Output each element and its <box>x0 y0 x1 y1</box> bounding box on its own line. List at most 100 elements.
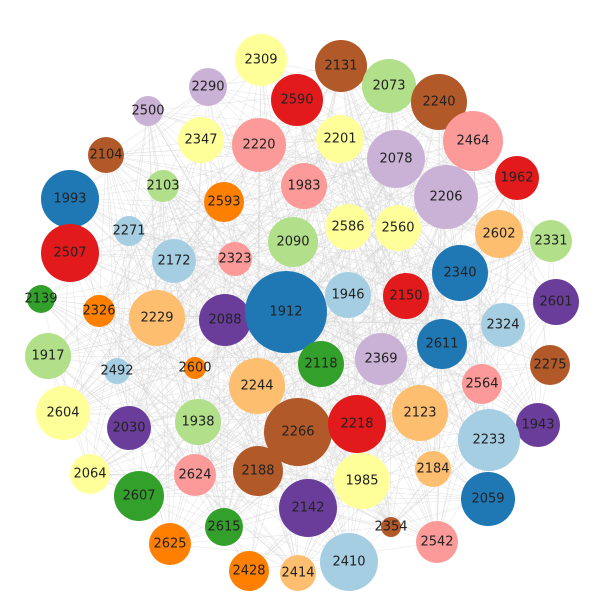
node-2218[interactable]: 2218 <box>328 395 386 453</box>
node-2064[interactable]: 2064 <box>70 454 110 494</box>
node-2590[interactable]: 2590 <box>271 74 323 126</box>
node-circle[interactable] <box>174 454 216 496</box>
node-circle[interactable] <box>475 210 523 258</box>
node-2414[interactable]: 2414 <box>280 555 316 591</box>
node-2233[interactable]: 2233 <box>458 409 520 471</box>
node-circle[interactable] <box>392 385 448 441</box>
node-circle[interactable] <box>495 156 539 200</box>
node-2586[interactable]: 2586 <box>325 204 371 250</box>
node-circle[interactable] <box>271 74 323 126</box>
node-circle[interactable] <box>417 319 467 369</box>
node-1983[interactable]: 1983 <box>281 163 327 209</box>
node-2118[interactable]: 2118 <box>298 341 344 387</box>
node-circle[interactable] <box>416 521 458 563</box>
node-circle[interactable] <box>235 34 287 86</box>
node-circle[interactable] <box>462 364 502 404</box>
node-2104[interactable]: 2104 <box>88 137 124 173</box>
node-1938[interactable]: 1938 <box>175 399 221 445</box>
node-circle[interactable] <box>232 118 286 172</box>
node-2201[interactable]: 2201 <box>316 115 364 163</box>
node-2030[interactable]: 2030 <box>107 406 151 450</box>
node-circle[interactable] <box>218 242 252 276</box>
node-circle[interactable] <box>147 170 179 202</box>
node-circle[interactable] <box>458 409 520 471</box>
node-circle[interactable] <box>149 523 191 565</box>
node-circle[interactable] <box>175 399 221 445</box>
node-circle[interactable] <box>233 446 283 496</box>
node-circle[interactable] <box>432 245 488 301</box>
node-circle[interactable] <box>530 220 572 262</box>
node-2615[interactable]: 2615 <box>205 508 243 546</box>
node-circle[interactable] <box>152 239 196 283</box>
node-circle[interactable] <box>107 406 151 450</box>
node-2275[interactable]: 2275 <box>530 345 570 385</box>
node-2604[interactable]: 2604 <box>36 386 90 440</box>
node-circle[interactable] <box>70 454 110 494</box>
node-circle[interactable] <box>298 341 344 387</box>
node-1946[interactable]: 1946 <box>325 272 371 318</box>
node-circle[interactable] <box>279 479 337 537</box>
node-circle[interactable] <box>27 285 55 313</box>
node-circle[interactable] <box>264 398 332 466</box>
node-1985[interactable]: 1985 <box>334 453 390 509</box>
node-1943[interactable]: 1943 <box>516 403 560 447</box>
node-circle[interactable] <box>461 472 515 526</box>
node-2123[interactable]: 2123 <box>392 385 448 441</box>
node-circle[interactable] <box>114 216 144 246</box>
node-2131[interactable]: 2131 <box>315 40 367 92</box>
node-circle[interactable] <box>383 273 429 319</box>
node-circle[interactable] <box>189 68 227 106</box>
node-circle[interactable] <box>88 137 124 173</box>
node-circle[interactable] <box>205 508 243 546</box>
node-circle[interactable] <box>367 130 425 188</box>
node-1993[interactable]: 1993 <box>41 170 99 228</box>
node-circle[interactable] <box>104 358 130 384</box>
node-2290[interactable]: 2290 <box>189 68 227 106</box>
node-2220[interactable]: 2220 <box>232 118 286 172</box>
node-2206[interactable]: 2206 <box>414 165 478 229</box>
node-2607[interactable]: 2607 <box>114 471 164 521</box>
node-2560[interactable]: 2560 <box>375 205 421 251</box>
node-circle[interactable] <box>280 555 316 591</box>
node-2324[interactable]: 2324 <box>481 303 525 347</box>
node-2428[interactable]: 2428 <box>229 551 269 591</box>
node-circle[interactable] <box>245 271 327 353</box>
node-circle[interactable] <box>178 117 224 163</box>
node-2088[interactable]: 2088 <box>199 294 251 346</box>
node-2340[interactable]: 2340 <box>432 245 488 301</box>
node-circle[interactable] <box>481 303 525 347</box>
node-circle[interactable] <box>355 333 407 385</box>
node-2172[interactable]: 2172 <box>152 239 196 283</box>
node-circle[interactable] <box>199 294 251 346</box>
node-circle[interactable] <box>204 182 244 222</box>
node-2593[interactable]: 2593 <box>204 182 244 222</box>
node-circle[interactable] <box>533 279 579 325</box>
node-2188[interactable]: 2188 <box>233 446 283 496</box>
node-circle[interactable] <box>381 517 401 537</box>
node-circle[interactable] <box>411 74 467 130</box>
node-2150[interactable]: 2150 <box>383 273 429 319</box>
node-circle[interactable] <box>41 170 99 228</box>
node-1917[interactable]: 1917 <box>25 333 71 379</box>
node-2309[interactable]: 2309 <box>235 34 287 86</box>
node-circle[interactable] <box>415 451 451 487</box>
node-2624[interactable]: 2624 <box>174 454 216 496</box>
node-circle[interactable] <box>41 224 99 282</box>
node-2369[interactable]: 2369 <box>355 333 407 385</box>
node-circle[interactable] <box>320 533 378 591</box>
node-circle[interactable] <box>375 205 421 251</box>
node-2323[interactable]: 2323 <box>218 242 252 276</box>
node-2142[interactable]: 2142 <box>279 479 337 537</box>
node-circle[interactable] <box>414 165 478 229</box>
node-circle[interactable] <box>281 163 327 209</box>
node-circle[interactable] <box>129 290 185 346</box>
node-2507[interactable]: 2507 <box>41 224 99 282</box>
node-2331[interactable]: 2331 <box>530 220 572 262</box>
node-2564[interactable]: 2564 <box>462 364 502 404</box>
node-circle[interactable] <box>229 551 269 591</box>
node-circle[interactable] <box>530 345 570 385</box>
node-circle[interactable] <box>83 295 115 327</box>
node-circle[interactable] <box>36 386 90 440</box>
node-circle[interactable] <box>316 115 364 163</box>
node-2542[interactable]: 2542 <box>416 521 458 563</box>
